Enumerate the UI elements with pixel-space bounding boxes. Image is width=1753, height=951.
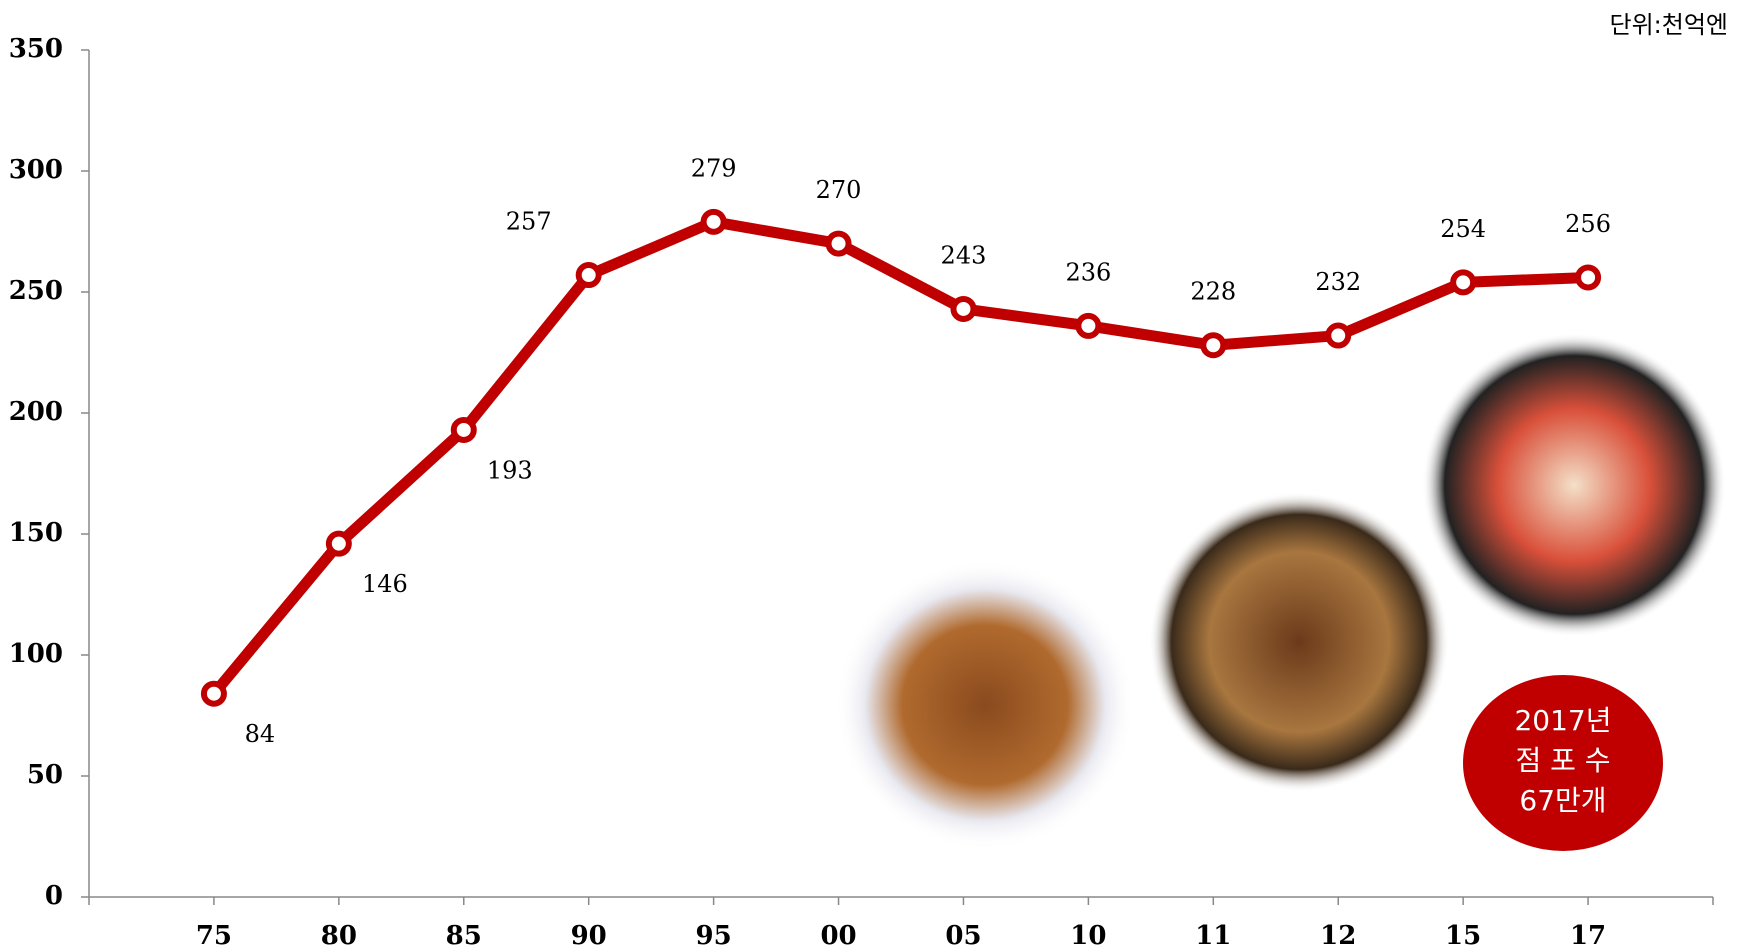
data-point <box>700 208 727 235</box>
data-line <box>209 216 1589 698</box>
y-tick-label: 150 <box>9 518 63 548</box>
y-tick-label: 50 <box>27 760 63 790</box>
x-tick-label: 15 <box>1445 921 1481 951</box>
value-label: 84 <box>245 720 276 748</box>
data-point <box>1200 332 1227 359</box>
y-tick-label: 350 <box>9 34 63 64</box>
y-tick-label: 0 <box>45 881 63 911</box>
data-point <box>450 416 477 443</box>
annotation-text: 2017년 <box>1514 704 1611 737</box>
annotation-text: 67만개 <box>1519 784 1606 817</box>
value-label: 236 <box>1065 258 1111 286</box>
data-point <box>1575 264 1602 291</box>
x-tick-label: 10 <box>1070 921 1106 951</box>
annotation-badge <box>1463 675 1663 851</box>
y-tick-label: 100 <box>9 639 63 669</box>
value-label: 254 <box>1440 215 1486 243</box>
value-label: 228 <box>1190 278 1236 306</box>
x-tick-label: 75 <box>196 921 232 951</box>
unit-label: 단위:천억엔 <box>1610 11 1729 39</box>
x-tick-label: 95 <box>696 921 732 951</box>
data-point <box>1075 312 1102 339</box>
x-tick-label: 90 <box>571 921 607 951</box>
x-tick-label: 17 <box>1570 921 1606 951</box>
x-tick-label: 12 <box>1320 921 1356 951</box>
y-tick-label: 250 <box>9 276 63 306</box>
value-label: 146 <box>362 570 408 598</box>
data-point <box>950 295 977 322</box>
value-label: 232 <box>1315 268 1361 296</box>
y-tick-label: 200 <box>9 397 63 427</box>
food-photo <box>1422 333 1726 637</box>
food-photo <box>1149 492 1449 792</box>
data-point <box>575 262 602 289</box>
value-label: 243 <box>941 241 987 269</box>
value-label: 270 <box>816 176 862 204</box>
value-label: 256 <box>1565 210 1611 238</box>
x-tick-label: 85 <box>446 921 482 951</box>
data-point <box>200 680 227 707</box>
x-tick-label: 11 <box>1195 921 1231 951</box>
data-point <box>1325 322 1352 349</box>
data-point <box>1450 269 1477 296</box>
x-tick-label: 00 <box>820 921 856 951</box>
value-label: 257 <box>506 208 552 236</box>
data-point <box>825 230 852 257</box>
value-label: 279 <box>691 154 737 182</box>
y-tick-label: 300 <box>9 155 63 185</box>
value-label: 193 <box>487 456 533 484</box>
x-tick-label: 80 <box>321 921 357 951</box>
food-photo <box>835 560 1135 850</box>
annotation-text: 점 포 수 <box>1515 744 1610 777</box>
x-tick-label: 05 <box>945 921 981 951</box>
data-point <box>325 530 352 557</box>
